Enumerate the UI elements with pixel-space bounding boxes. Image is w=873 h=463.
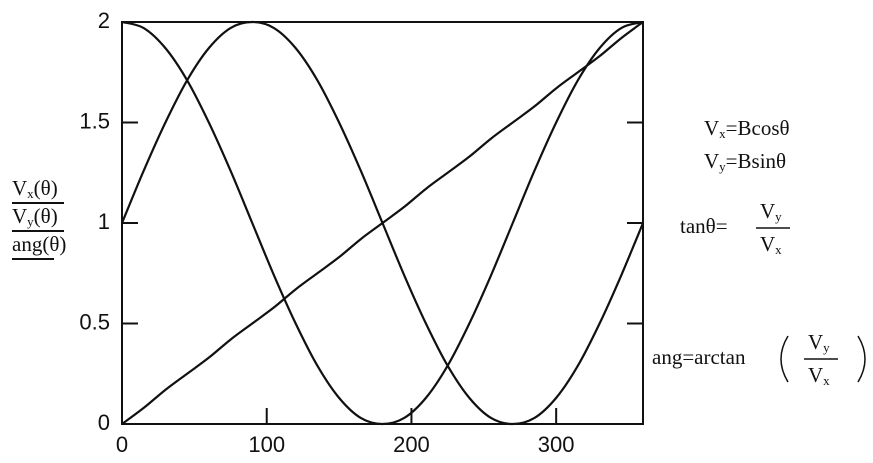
annotation-tail: =Bsinθ <box>726 149 786 173</box>
num-sub: y <box>823 340 830 355</box>
annotation-sub: x <box>719 126 726 141</box>
y-tick-label: 1 <box>98 209 110 234</box>
den-sub: x <box>823 373 830 388</box>
paren-right <box>857 335 866 383</box>
annotation-den: Vx <box>808 363 830 388</box>
legend-label: ang(θ) <box>12 232 66 256</box>
den-sub: x <box>775 242 782 257</box>
annotation-tail: =Bcosθ <box>726 116 790 140</box>
annotation: Vx=Bcosθ <box>704 116 790 141</box>
legend-name: ang <box>12 232 43 256</box>
num-sub: y <box>775 209 782 224</box>
y-tick-label: 1.5 <box>79 108 110 133</box>
legend-label: Vy(θ) <box>12 204 58 229</box>
legend-label: Vx(θ) <box>12 176 58 201</box>
y-tick-label: 0 <box>98 410 110 435</box>
num-main: V <box>760 199 775 223</box>
legend-name: V <box>12 204 27 228</box>
annotation-text: V <box>704 116 719 140</box>
y-tick-label: 2 <box>98 8 110 33</box>
annotation-sub: y <box>719 159 726 174</box>
den-main: V <box>760 232 775 256</box>
y-tick-label: 0.5 <box>79 309 110 334</box>
series-line <box>121 20 644 426</box>
annotation-text: tanθ= <box>680 214 728 238</box>
legend-sub: y <box>27 214 34 229</box>
legend-name: V <box>12 176 27 200</box>
annotation-num: Vy <box>760 199 782 224</box>
num-main: V <box>808 330 823 354</box>
legend-arg: (θ) <box>34 204 58 228</box>
annotation: Vy=Bsinθ <box>704 149 786 174</box>
x-tick-label: 100 <box>248 432 285 457</box>
legend-arg: (θ) <box>42 232 66 256</box>
series-line <box>121 21 644 425</box>
legend-sub: x <box>27 186 34 201</box>
annotation-text: V <box>704 149 719 173</box>
paren-left <box>780 335 789 383</box>
annotation-num: Vy <box>808 330 830 355</box>
legend-arg: (θ) <box>34 176 58 200</box>
x-tick-label: 0 <box>116 432 128 457</box>
den-main: V <box>808 363 823 387</box>
annotation-text: ang=arctan <box>652 345 746 369</box>
x-tick-label: 200 <box>393 432 430 457</box>
x-tick-label: 300 <box>538 432 575 457</box>
annotation-den: Vx <box>760 232 782 257</box>
